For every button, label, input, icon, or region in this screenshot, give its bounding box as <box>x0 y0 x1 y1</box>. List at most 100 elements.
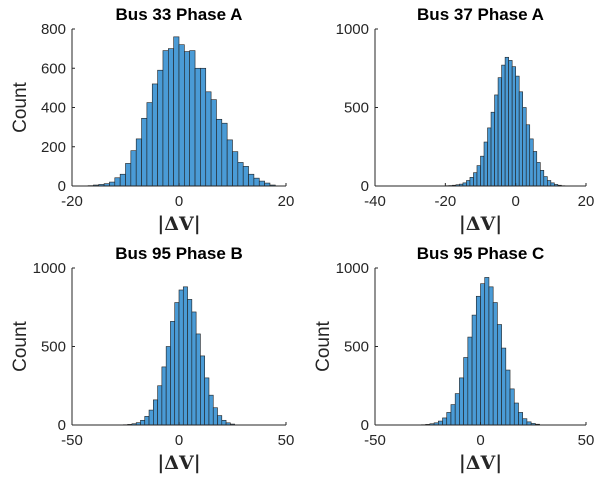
histogram-bar <box>484 277 490 426</box>
y-axis-label: Count <box>10 320 31 371</box>
histogram-bar <box>125 163 132 187</box>
histogram-bar <box>488 286 494 426</box>
histogram-bar <box>466 180 471 187</box>
histogram-bar <box>437 420 443 426</box>
histogram-bar <box>217 415 223 426</box>
histogram-bar <box>157 385 163 426</box>
histogram-bar <box>242 166 249 187</box>
histogram-bar <box>258 180 265 187</box>
histogram-bar <box>515 75 520 187</box>
histogram-bar <box>184 51 191 187</box>
histogram-bar <box>509 388 515 426</box>
histogram-bar <box>210 99 217 187</box>
histogram-bar <box>471 314 477 426</box>
y-axis-label: Count <box>313 320 334 371</box>
histogram-bar <box>497 77 502 187</box>
histogram-bar <box>490 111 495 187</box>
histogram-bar <box>165 346 171 426</box>
x-tick-label: -40 <box>364 193 386 210</box>
histogram-bar <box>476 165 481 187</box>
histogram-bar <box>174 302 180 426</box>
histogram-bar <box>194 67 201 187</box>
y-tick-label: 200 <box>41 139 66 156</box>
histogram-bar <box>522 418 528 426</box>
histogram-bar <box>467 336 473 426</box>
histogram-bar <box>253 177 260 187</box>
histogram-bar <box>130 150 137 187</box>
histogram-bar <box>504 56 509 187</box>
histogram-bar <box>109 181 116 187</box>
histogram-bar <box>148 409 154 426</box>
y-tick-label: 800 <box>41 21 66 38</box>
histogram-bar <box>135 138 142 187</box>
x-tick-label: -20 <box>434 193 456 210</box>
histogram-bar <box>189 50 196 187</box>
histogram-bar <box>119 173 126 187</box>
histogram-bar <box>200 67 207 187</box>
histogram-bar <box>518 91 523 187</box>
histogram-bar <box>508 60 513 187</box>
histogram-bar <box>480 155 485 187</box>
histogram-bar <box>182 286 188 426</box>
y-tick-label: 500 <box>41 339 66 356</box>
x-tick-label: 0 <box>175 432 183 449</box>
x-tick-label: -50 <box>61 432 83 449</box>
y-tick-label: 500 <box>344 100 369 117</box>
y-tick-label: 500 <box>344 339 369 356</box>
histogram-bar <box>212 407 218 426</box>
y-tick-label: 0 <box>58 178 66 195</box>
histogram-bar <box>518 412 523 426</box>
y-tick-label: 0 <box>58 417 66 434</box>
chart-title: Bus 33 Phase A <box>116 5 243 24</box>
histogram-bar <box>511 66 516 187</box>
y-tick-label: 0 <box>361 417 369 434</box>
histogram-bar <box>200 355 205 426</box>
histogram-bar <box>501 347 507 426</box>
histogram-bar <box>221 122 228 187</box>
y-axis-label: Count <box>10 81 31 132</box>
histogram-bar <box>141 117 148 187</box>
x-axis-label: |ΔV| <box>157 213 200 235</box>
histogram-bar <box>547 180 552 187</box>
histogram-bar <box>463 357 469 426</box>
histogram-bar <box>483 141 488 187</box>
histogram-bar <box>168 48 174 187</box>
x-axis-label: |ΔV| <box>157 452 200 474</box>
histogram-bar <box>237 162 244 187</box>
chart-title: Bus 95 Phase B <box>115 244 243 263</box>
histogram-bar <box>216 118 223 187</box>
x-axis-label: |ΔV| <box>459 452 502 474</box>
x-tick-label: 0 <box>175 193 183 210</box>
histogram-bar <box>204 377 210 426</box>
histogram-bar <box>494 94 499 187</box>
y-tick-label: 400 <box>41 100 66 117</box>
histogram-bar <box>543 176 548 187</box>
histogram-bar <box>151 83 158 187</box>
histogram-bar <box>248 173 255 187</box>
subplot-2: -40 -20 0 20 0 500 1000 Bus 37 Phase A |ΔV| <box>336 5 595 235</box>
histogram-bar <box>536 162 541 187</box>
histogram-bar <box>226 139 233 187</box>
histogram-bar <box>161 366 167 426</box>
histogram-bar <box>522 107 527 187</box>
histogram-bar <box>480 283 486 426</box>
y-tick-label: 600 <box>41 60 66 77</box>
y-tick-label: 0 <box>361 178 369 195</box>
x-tick-label: 0 <box>476 432 484 449</box>
x-tick-label: 50 <box>278 432 295 449</box>
x-tick-label: -20 <box>61 193 83 210</box>
x-axis-label: |ΔV| <box>459 213 502 235</box>
histogram-bar <box>442 417 448 426</box>
histogram-bar <box>492 302 498 426</box>
histogram-bar <box>170 321 176 426</box>
histogram-bar <box>221 419 227 426</box>
histogram-bar <box>157 69 164 187</box>
x-tick-label: 20 <box>578 193 595 210</box>
histogram-bar <box>153 399 158 426</box>
histogram-bar <box>539 170 545 187</box>
histogram-bar <box>205 91 212 187</box>
